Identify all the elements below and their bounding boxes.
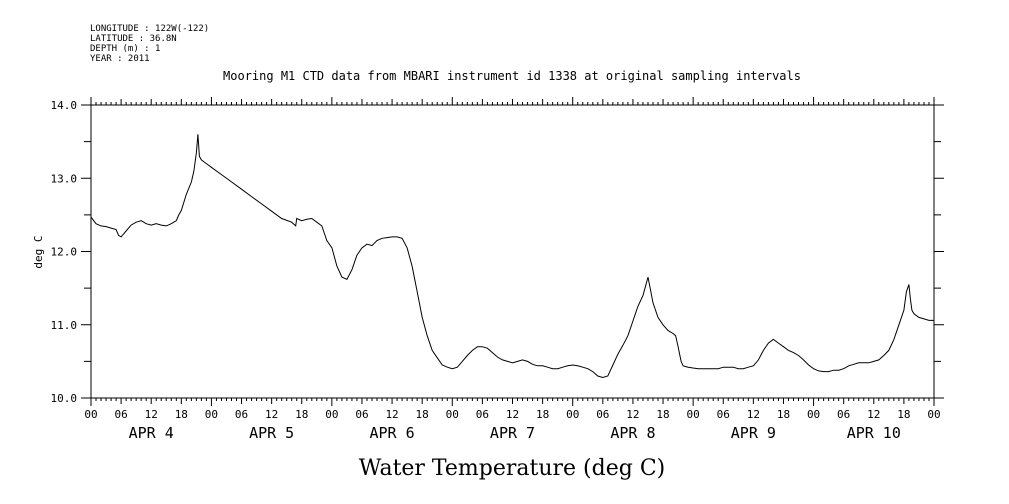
y-tick-label: 13.0 <box>51 172 78 185</box>
day-label: APR 6 <box>369 424 414 442</box>
day-label: APR 5 <box>249 424 294 442</box>
x-tick-label: 18 <box>777 408 790 421</box>
meta-depth: DEPTH (m) : 1 <box>90 44 160 54</box>
x-tick-label: 06 <box>476 408 489 421</box>
meta-latitude: LATITUDE : 36.8N <box>90 34 177 44</box>
x-tick-label: 12 <box>145 408 158 421</box>
x-tick-label: 18 <box>536 408 549 421</box>
day-labels: APR 4 APR 5 APR 6 APR 7 APR 8 APR 9 APR 10 <box>129 424 901 442</box>
x-tick-label: 18 <box>897 408 910 421</box>
x-tick-label: 18 <box>295 408 308 421</box>
day-label: APR 9 <box>731 424 776 442</box>
x-tick-label: 06 <box>114 408 127 421</box>
day-label: APR 7 <box>490 424 535 442</box>
x-tick-label: 12 <box>385 408 398 421</box>
meta-longitude: LONGITUDE : 122W(-122) <box>90 24 209 34</box>
x-tick-label: 06 <box>596 408 609 421</box>
x-tick-label: 18 <box>175 408 188 421</box>
x-tick-label: 06 <box>837 408 850 421</box>
x-tick-label: 12 <box>867 408 880 421</box>
y-tick-label: 10.0 <box>51 392 78 405</box>
day-label: APR 4 <box>129 424 174 442</box>
x-tick-label: 06 <box>717 408 730 421</box>
y-tick-label: 14.0 <box>51 99 78 112</box>
day-label: APR 10 <box>847 424 901 442</box>
y-tick-label: 12.0 <box>51 246 78 259</box>
x-tick-label: 12 <box>626 408 639 421</box>
x-tick-label: 00 <box>325 408 338 421</box>
chart-title: Mooring M1 CTD data from MBARI instrumen… <box>223 69 801 83</box>
tick-marks <box>81 97 944 406</box>
x-tick-label: 12 <box>747 408 760 421</box>
y-axis-label: deg C <box>32 235 45 268</box>
x-tick-label: 06 <box>355 408 368 421</box>
day-label: APR 8 <box>610 424 655 442</box>
x-tick-label: 00 <box>84 408 97 421</box>
x-tick-label: 00 <box>687 408 700 421</box>
plot-frame <box>90 104 935 399</box>
meta-year: YEAR : 2011 <box>90 54 150 64</box>
x-tick-label: 00 <box>807 408 820 421</box>
x-tick-label: 12 <box>265 408 278 421</box>
x-tick-label: 00 <box>446 408 459 421</box>
x-tick-label: 00 <box>927 408 940 421</box>
series-line <box>90 134 934 379</box>
x-tick-label: 00 <box>205 408 218 421</box>
x-tick-labels: 00 06 12 18 00 06 12 18 00 06 12 18 00 06 12 18 00 06 12 18… <box>84 408 940 421</box>
y-tick-label: 11.0 <box>51 319 78 332</box>
x-tick-label: 18 <box>416 408 429 421</box>
x-axis-label: Water Temperature (deg C) <box>359 456 666 481</box>
x-tick-label: 12 <box>506 408 519 421</box>
y-tick-labels: 10.0 11.0 12.0 13.0 14.0 <box>51 99 78 405</box>
x-tick-label: 00 <box>566 408 579 421</box>
x-tick-label: 18 <box>656 408 669 421</box>
x-tick-label: 06 <box>235 408 248 421</box>
